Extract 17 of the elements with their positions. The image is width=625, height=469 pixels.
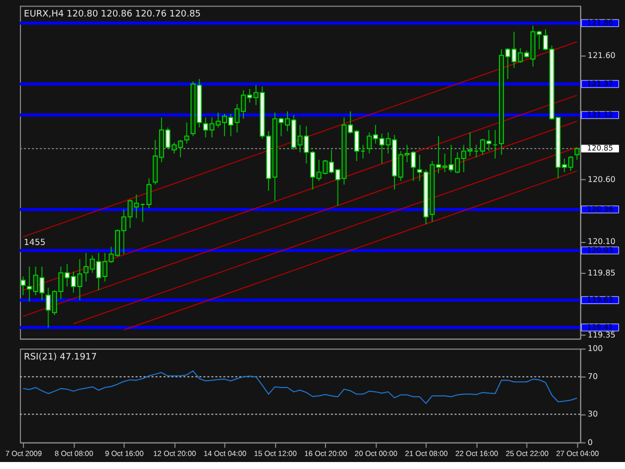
y-tick-label: 121.60 bbox=[588, 50, 616, 60]
y-tick-label: 0 bbox=[588, 438, 593, 447]
candlestick bbox=[184, 122, 190, 144]
chart-title: RSI(21) 47.1917 bbox=[24, 352, 97, 363]
y-tick-label: 119.35 bbox=[588, 330, 616, 340]
candlestick bbox=[20, 276, 26, 296]
chart-title: EURX,H4 120.80 120.86 120.76 120.85 bbox=[24, 10, 201, 20]
annotation: 1455 bbox=[24, 237, 46, 248]
y-tick-label: 100 bbox=[588, 344, 603, 354]
y-tick-label: 119.85 bbox=[588, 268, 616, 278]
line-series bbox=[22, 370, 578, 404]
candlestick bbox=[574, 146, 580, 160]
y-tick-label: 30 bbox=[588, 410, 598, 419]
y-tick-label: 120.10 bbox=[588, 237, 616, 246]
y-tick-label: 120.60 bbox=[588, 175, 616, 184]
candlestick bbox=[146, 178, 152, 209]
y-tick-label: 70 bbox=[588, 372, 598, 382]
